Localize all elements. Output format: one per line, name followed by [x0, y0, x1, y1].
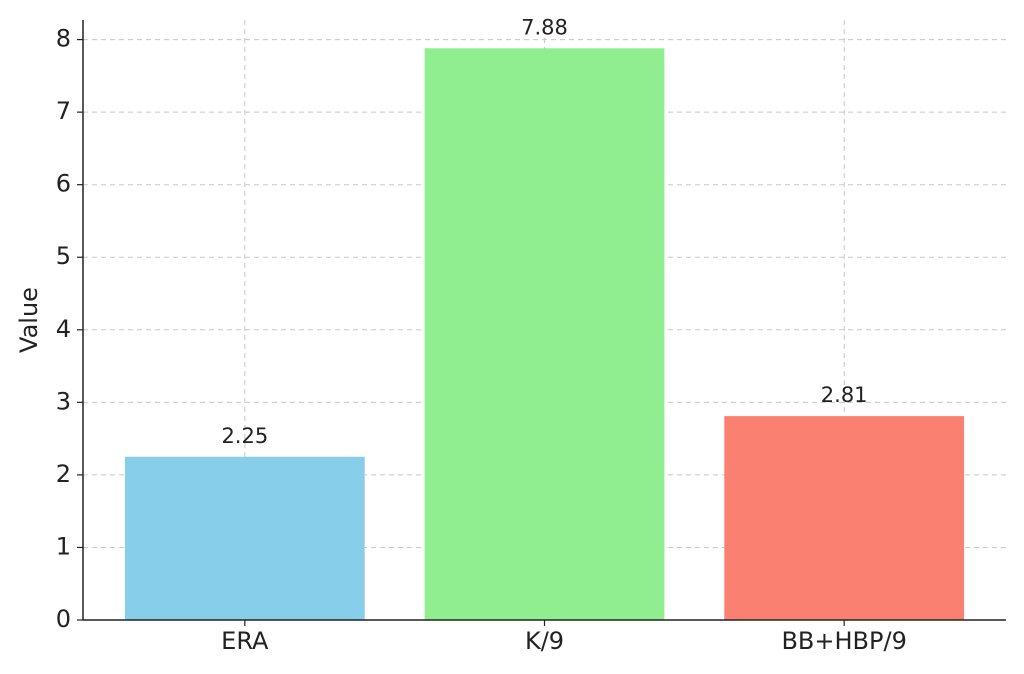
- y-tick-label: 6: [56, 170, 71, 198]
- data-label: 7.88: [521, 15, 568, 39]
- data-label: 2.25: [221, 424, 268, 448]
- y-tick-label: 1: [56, 532, 71, 560]
- bar: [424, 48, 665, 620]
- data-label: 2.81: [821, 383, 868, 407]
- y-tick-label: 4: [56, 315, 71, 343]
- y-tick-label: 5: [56, 242, 71, 270]
- bar: [724, 416, 965, 620]
- y-tick-label: 7: [56, 97, 71, 125]
- x-tick-label: K/9: [525, 627, 564, 655]
- y-tick-label: 2: [56, 460, 71, 488]
- x-tick-label: ERA: [221, 627, 269, 655]
- y-tick-label: 3: [56, 387, 71, 415]
- y-tick-label: 8: [56, 25, 71, 53]
- bar: [124, 456, 365, 620]
- y-tick-label: 0: [56, 605, 71, 633]
- x-tick-label: BB+HBP/9: [781, 627, 906, 655]
- y-axis-label: Value: [15, 287, 43, 353]
